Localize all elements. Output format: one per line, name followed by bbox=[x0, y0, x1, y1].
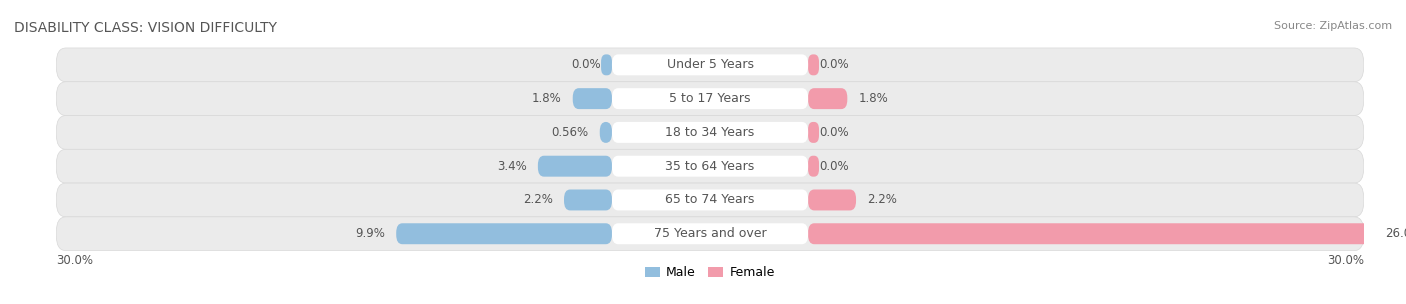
FancyBboxPatch shape bbox=[612, 54, 808, 75]
Text: 9.9%: 9.9% bbox=[356, 227, 385, 240]
FancyBboxPatch shape bbox=[612, 122, 808, 143]
Legend: Male, Female: Male, Female bbox=[640, 261, 780, 284]
Text: 0.56%: 0.56% bbox=[551, 126, 589, 139]
FancyBboxPatch shape bbox=[612, 156, 808, 177]
FancyBboxPatch shape bbox=[538, 156, 612, 177]
FancyBboxPatch shape bbox=[808, 122, 818, 143]
FancyBboxPatch shape bbox=[808, 189, 856, 210]
Text: 0.0%: 0.0% bbox=[818, 58, 849, 71]
Text: 1.8%: 1.8% bbox=[858, 92, 889, 105]
FancyBboxPatch shape bbox=[572, 88, 612, 109]
Text: 18 to 34 Years: 18 to 34 Years bbox=[665, 126, 755, 139]
Text: 75 Years and over: 75 Years and over bbox=[654, 227, 766, 240]
FancyBboxPatch shape bbox=[56, 149, 1364, 183]
Text: Under 5 Years: Under 5 Years bbox=[666, 58, 754, 71]
FancyBboxPatch shape bbox=[602, 54, 612, 75]
FancyBboxPatch shape bbox=[56, 82, 1364, 116]
Text: 2.2%: 2.2% bbox=[523, 193, 553, 206]
FancyBboxPatch shape bbox=[600, 122, 612, 143]
FancyBboxPatch shape bbox=[612, 223, 808, 244]
Text: 30.0%: 30.0% bbox=[1327, 254, 1364, 267]
Text: 30.0%: 30.0% bbox=[56, 254, 93, 267]
FancyBboxPatch shape bbox=[612, 189, 808, 210]
FancyBboxPatch shape bbox=[808, 223, 1375, 244]
Text: 2.2%: 2.2% bbox=[868, 193, 897, 206]
Text: 0.0%: 0.0% bbox=[571, 58, 602, 71]
FancyBboxPatch shape bbox=[808, 54, 818, 75]
Text: 65 to 74 Years: 65 to 74 Years bbox=[665, 193, 755, 206]
FancyBboxPatch shape bbox=[56, 48, 1364, 82]
FancyBboxPatch shape bbox=[808, 88, 848, 109]
Text: 0.0%: 0.0% bbox=[818, 160, 849, 173]
Text: 5 to 17 Years: 5 to 17 Years bbox=[669, 92, 751, 105]
Text: 26.0%: 26.0% bbox=[1385, 227, 1406, 240]
FancyBboxPatch shape bbox=[808, 156, 818, 177]
Text: Source: ZipAtlas.com: Source: ZipAtlas.com bbox=[1274, 21, 1392, 31]
FancyBboxPatch shape bbox=[56, 116, 1364, 149]
FancyBboxPatch shape bbox=[564, 189, 612, 210]
FancyBboxPatch shape bbox=[56, 217, 1364, 250]
FancyBboxPatch shape bbox=[612, 88, 808, 109]
Text: 1.8%: 1.8% bbox=[531, 92, 562, 105]
FancyBboxPatch shape bbox=[396, 223, 612, 244]
Text: 0.0%: 0.0% bbox=[818, 126, 849, 139]
Text: 35 to 64 Years: 35 to 64 Years bbox=[665, 160, 755, 173]
Text: DISABILITY CLASS: VISION DIFFICULTY: DISABILITY CLASS: VISION DIFFICULTY bbox=[14, 21, 277, 35]
Text: 3.4%: 3.4% bbox=[498, 160, 527, 173]
FancyBboxPatch shape bbox=[56, 183, 1364, 217]
